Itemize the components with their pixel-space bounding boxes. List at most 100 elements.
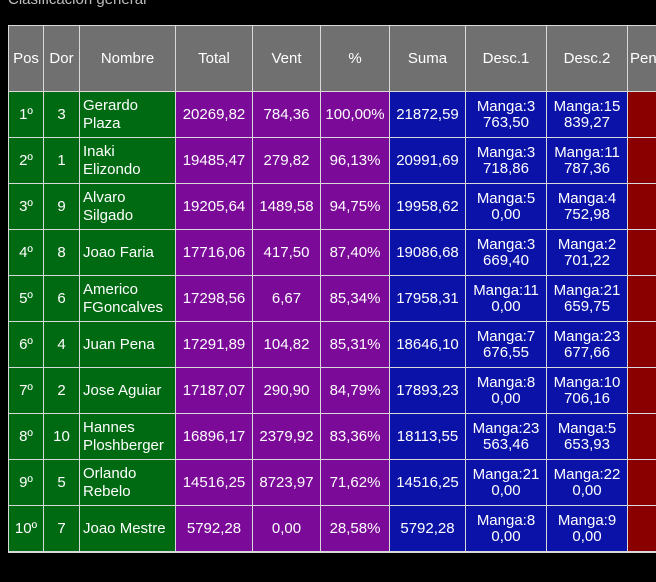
percent-cell: 83,36% xyxy=(321,414,390,460)
pos-cell: 5º xyxy=(9,276,44,322)
dor-cell: 5 xyxy=(44,460,80,506)
table-row[interactable]: 1º 3 Gerardo Plaza 20269,82 784,36 100,00% 218… xyxy=(9,92,656,138)
table-row[interactable]: 6º 4 Juan Pena 17291,89 104,82 85,31% 18646,10… xyxy=(9,322,656,368)
name-cell: Gerardo Plaza xyxy=(80,92,176,138)
header-nombre[interactable]: Nombre xyxy=(80,26,176,92)
name-cell: Orlando Rebelo xyxy=(80,460,176,506)
suma-cell: 17893,23 xyxy=(390,368,466,414)
table-row[interactable]: 4º 8 Joao Faria 17716,06 417,50 87,40% 19086,6… xyxy=(9,230,656,276)
pos-cell: 7º xyxy=(9,368,44,414)
dor-cell: 9 xyxy=(44,184,80,230)
pos-cell: 8º xyxy=(9,414,44,460)
total-cell: 17298,56 xyxy=(176,276,253,322)
table-caption: Clasificación general xyxy=(8,0,146,8)
desc-value: 0,00 xyxy=(491,297,521,315)
desc2-cell: Manga:23 677,66 xyxy=(547,322,628,368)
vent-cell: 1489,58 xyxy=(253,184,321,230)
table-row[interactable]: 5º 6 Americo FGoncalves 17298,56 6,67 85,34% 1… xyxy=(9,276,656,322)
desc-value: 787,36 xyxy=(564,159,610,177)
standings-table: Pos Dor Nombre Total Vent % Suma Desc.1 … xyxy=(8,25,656,553)
header-total[interactable]: Total xyxy=(176,26,253,92)
pen-cell xyxy=(628,230,656,276)
desc-value: 701,22 xyxy=(564,251,610,269)
desc2-cell: Manga:10 706,16 xyxy=(547,368,628,414)
desc-value: 763,50 xyxy=(483,113,529,131)
vent-cell: 104,82 xyxy=(253,322,321,368)
desc-value: 659,75 xyxy=(564,297,610,315)
vent-cell: 8723,97 xyxy=(253,460,321,506)
pos-cell: 2º xyxy=(9,138,44,184)
desc1-cell: Manga:8 0,00 xyxy=(466,368,547,414)
pen-cell xyxy=(628,460,656,506)
table-row[interactable]: 7º 2 Jose Aguiar 17187,07 290,90 84,79% 17893,… xyxy=(9,368,656,414)
desc-manga-label: Manga:8 xyxy=(476,373,536,391)
header-vent[interactable]: Vent xyxy=(253,26,321,92)
vent-cell: 417,50 xyxy=(253,230,321,276)
pos-cell: 9º xyxy=(9,460,44,506)
desc1-cell: Manga:8 0,00 xyxy=(466,506,547,552)
header-dor[interactable]: Dor xyxy=(44,26,80,92)
header-desc1[interactable]: Desc.1 xyxy=(466,26,547,92)
desc-value: 653,93 xyxy=(564,435,610,453)
pos-cell: 4º xyxy=(9,230,44,276)
pen-cell xyxy=(628,414,656,460)
header-pen[interactable]: Pen xyxy=(628,26,656,92)
total-cell: 19205,64 xyxy=(176,184,253,230)
desc2-cell: Manga:22 0,00 xyxy=(547,460,628,506)
percent-cell: 84,79% xyxy=(321,368,390,414)
vent-cell: 784,36 xyxy=(253,92,321,138)
pos-cell: 3º xyxy=(9,184,44,230)
header-desc2[interactable]: Desc.2 xyxy=(547,26,628,92)
pen-cell xyxy=(628,276,656,322)
desc2-cell: Manga:5 653,93 xyxy=(547,414,628,460)
desc-manga-label: Manga:10 xyxy=(553,373,621,391)
desc-manga-label: Manga:3 xyxy=(476,97,536,115)
desc-manga-label: Manga:22 xyxy=(553,465,621,483)
table-row[interactable]: 10º 7 Joao Mestre 5792,28 0,00 28,58% 5792,28 M… xyxy=(9,506,656,552)
desc2-cell: Manga:2 701,22 xyxy=(547,230,628,276)
desc-value: 0,00 xyxy=(491,389,521,407)
name-cell: Joao Faria xyxy=(80,230,176,276)
desc1-cell: Manga:3 763,50 xyxy=(466,92,547,138)
header-pos[interactable]: Pos xyxy=(9,26,44,92)
total-cell: 17291,89 xyxy=(176,322,253,368)
desc-value: 677,66 xyxy=(564,343,610,361)
desc-value: 563,46 xyxy=(483,435,529,453)
total-cell: 5792,28 xyxy=(176,506,253,552)
pos-cell: 10º xyxy=(9,506,44,552)
desc1-cell: Manga:7 676,55 xyxy=(466,322,547,368)
desc-value: 669,40 xyxy=(483,251,529,269)
desc-manga-label: Manga:8 xyxy=(476,511,536,529)
desc-manga-label: Manga:15 xyxy=(553,97,621,115)
desc-value: 839,27 xyxy=(564,113,610,131)
desc2-cell: Manga:9 0,00 xyxy=(547,506,628,552)
desc2-cell: Manga:4 752,98 xyxy=(547,184,628,230)
header-suma[interactable]: Suma xyxy=(390,26,466,92)
percent-cell: 96,13% xyxy=(321,138,390,184)
name-cell: Americo FGoncalves xyxy=(80,276,176,322)
desc-manga-label: Manga:7 xyxy=(476,327,536,345)
suma-cell: 18646,10 xyxy=(390,322,466,368)
total-cell: 16896,17 xyxy=(176,414,253,460)
dor-cell: 8 xyxy=(44,230,80,276)
vent-cell: 290,90 xyxy=(253,368,321,414)
table-row[interactable]: 8º 10 Hannes Ploshberger 16896,17 2379,92 83,… xyxy=(9,414,656,460)
table-row[interactable]: 2º 1 Inaki Elizondo 19485,47 279,82 96,13% 209… xyxy=(9,138,656,184)
desc-value: 706,16 xyxy=(564,389,610,407)
desc-value: 0,00 xyxy=(491,527,521,545)
percent-cell: 85,34% xyxy=(321,276,390,322)
table-row[interactable]: 3º 9 Alvaro Silgado 19205,64 1489,58 94,75% 19… xyxy=(9,184,656,230)
name-cell: Joao Mestre xyxy=(80,506,176,552)
desc-value: 0,00 xyxy=(572,481,602,499)
header-percent[interactable]: % xyxy=(321,26,390,92)
desc-manga-label: Manga:23 xyxy=(472,419,540,437)
total-cell: 20269,82 xyxy=(176,92,253,138)
name-cell: Alvaro Silgado xyxy=(80,184,176,230)
desc-manga-label: Manga:23 xyxy=(553,327,621,345)
name-cell: Juan Pena xyxy=(80,322,176,368)
percent-cell: 28,58% xyxy=(321,506,390,552)
table-row[interactable]: 9º 5 Orlando Rebelo 14516,25 8723,97 71,62% 14… xyxy=(9,460,656,506)
total-cell: 14516,25 xyxy=(176,460,253,506)
percent-cell: 87,40% xyxy=(321,230,390,276)
desc-manga-label: Manga:11 xyxy=(473,281,539,299)
